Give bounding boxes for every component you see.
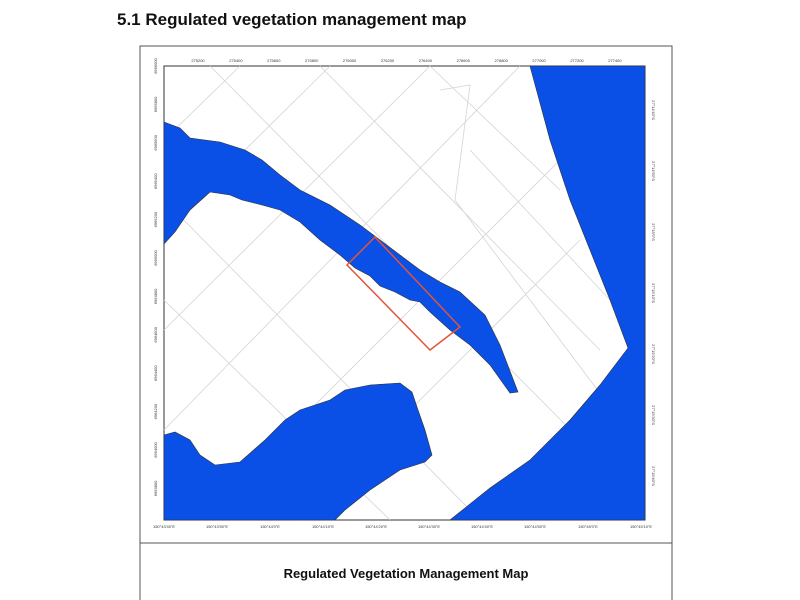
coordinate-label: 277200 — [570, 58, 584, 63]
coordinate-label: 150°44'0"E — [260, 524, 280, 529]
coordinate-label: 6964800 — [153, 288, 158, 304]
coordinate-label: 6965800 — [153, 96, 158, 112]
coordinate-label: 150°44'20"E — [365, 524, 387, 529]
coordinate-label: 27°15'10"S — [651, 283, 656, 303]
coordinate-label: 27°15'20"S — [651, 344, 656, 364]
coordinate-label: 276800 — [495, 58, 509, 63]
coordinate-label: 27°15'40"S — [651, 466, 656, 486]
map-title: Regulated Vegetation Management Map — [284, 566, 529, 581]
coordinate-label: 275800 — [305, 58, 319, 63]
coordinate-label: 6965000 — [153, 249, 158, 265]
coordinate-label: 27°15'30"S — [651, 405, 656, 425]
coordinate-label: 276400 — [419, 58, 433, 63]
coordinate-label: 150°43'50"E — [206, 524, 228, 529]
coordinate-label: 6964600 — [153, 326, 158, 342]
coordinate-label: 150°44'40"E — [471, 524, 493, 529]
coordinate-label: 6963800 — [153, 480, 158, 496]
coordinate-label: 276200 — [381, 58, 395, 63]
coordinate-label: 277000 — [532, 58, 546, 63]
coordinate-label: 27°14'50"S — [651, 161, 656, 181]
coordinate-label: 27°14'40"S — [651, 100, 656, 120]
coordinate-label: 276600 — [457, 58, 471, 63]
coordinate-label: 6965200 — [153, 211, 158, 227]
coordinate-label: 6964400 — [153, 365, 158, 381]
coordinate-label: 6964200 — [153, 403, 158, 419]
coordinate-label: 275200 — [191, 58, 205, 63]
coordinate-label: 277400 — [608, 58, 622, 63]
coordinate-label: 6964000 — [153, 441, 158, 457]
coordinate-label: 150°45'0"E — [578, 524, 598, 529]
coordinate-label: 150°44'10"E — [312, 524, 334, 529]
coordinate-label: 150°44'50"E — [524, 524, 546, 529]
coordinate-label: 6965600 — [153, 134, 158, 150]
coordinate-label: 275400 — [229, 58, 243, 63]
coordinate-label: 150°44'30"E — [418, 524, 440, 529]
coordinate-label: 276000 — [343, 58, 357, 63]
coordinate-label: 27°15'0"S — [651, 223, 656, 241]
coordinate-label: 150°45'10"E — [630, 524, 652, 529]
coordinate-label: 150°43'40"E — [153, 524, 175, 529]
coordinate-label: 6965400 — [153, 173, 158, 189]
coordinate-label: 6966000 — [153, 57, 158, 73]
coordinate-label: 275600 — [267, 58, 281, 63]
